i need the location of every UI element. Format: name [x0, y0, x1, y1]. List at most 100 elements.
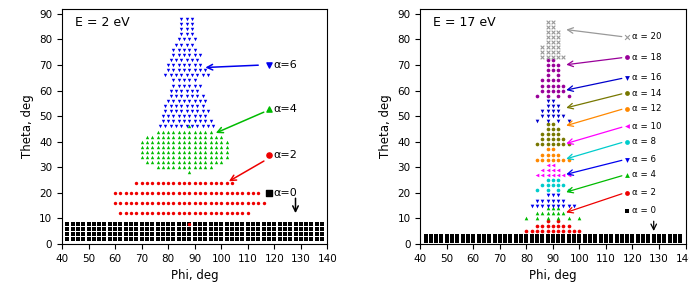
- Point: [210, 226, 221, 231]
- Point: [136, 139, 147, 144]
- Point: [515, 237, 526, 241]
- Point: [163, 180, 174, 185]
- Point: [564, 203, 575, 208]
- Point: [194, 53, 205, 57]
- Point: [67, 231, 78, 236]
- Point: [659, 237, 670, 241]
- Point: [125, 211, 136, 216]
- Point: [99, 231, 110, 236]
- Point: [173, 129, 184, 134]
- Point: [558, 173, 569, 177]
- Point: [173, 145, 184, 149]
- Point: [178, 180, 189, 185]
- Point: [584, 237, 595, 241]
- Point: [226, 237, 237, 241]
- Point: [125, 191, 136, 195]
- Point: [72, 226, 83, 231]
- Point: [542, 103, 553, 108]
- Point: [184, 47, 195, 52]
- Point: [197, 124, 208, 129]
- Point: [243, 201, 254, 206]
- Point: [173, 37, 184, 42]
- Point: [189, 47, 200, 52]
- Point: [178, 139, 189, 144]
- Point: [553, 88, 564, 93]
- Point: [210, 237, 221, 241]
- Point: [221, 221, 232, 226]
- Point: [247, 231, 258, 236]
- Point: [216, 145, 227, 149]
- Point: [553, 239, 564, 244]
- Point: [531, 224, 542, 228]
- Point: [542, 137, 553, 141]
- Point: [168, 78, 179, 83]
- Point: [72, 237, 83, 241]
- Point: [553, 83, 564, 88]
- Point: [436, 234, 447, 239]
- Point: [189, 83, 200, 88]
- Point: [564, 173, 575, 177]
- Point: [200, 221, 211, 226]
- Point: [147, 134, 158, 139]
- Text: E = 2 eV: E = 2 eV: [75, 16, 130, 29]
- Point: [542, 203, 553, 208]
- Point: [200, 119, 211, 124]
- Point: [181, 27, 192, 32]
- Point: [131, 237, 142, 241]
- Point: [152, 237, 163, 241]
- Point: [311, 237, 322, 241]
- Point: [542, 19, 553, 24]
- Point: [200, 191, 211, 195]
- Point: [210, 155, 221, 159]
- Point: [176, 109, 187, 113]
- Point: [157, 191, 168, 195]
- Point: [216, 221, 227, 226]
- Point: [200, 165, 211, 170]
- Point: [606, 234, 617, 239]
- Point: [176, 93, 187, 98]
- Point: [547, 68, 558, 73]
- Point: [300, 237, 311, 241]
- Point: [511, 234, 522, 239]
- Point: [473, 239, 484, 244]
- Point: [205, 155, 216, 159]
- Point: [670, 234, 681, 239]
- Point: [269, 221, 280, 226]
- Point: [205, 191, 216, 195]
- Point: [425, 237, 436, 241]
- Point: [564, 119, 575, 124]
- Point: [489, 239, 500, 244]
- Point: [176, 58, 187, 62]
- Point: [243, 211, 254, 216]
- Point: [521, 234, 532, 239]
- Point: [205, 119, 216, 124]
- Point: [152, 165, 163, 170]
- Point: [176, 22, 187, 26]
- Point: [173, 98, 184, 103]
- Point: [176, 124, 187, 129]
- Point: [253, 201, 264, 206]
- Point: [184, 139, 195, 144]
- Point: [163, 221, 174, 226]
- Point: [253, 237, 264, 241]
- Point: [184, 98, 195, 103]
- Point: [269, 231, 280, 236]
- Point: [542, 119, 553, 124]
- Point: [574, 234, 585, 239]
- Point: [436, 237, 447, 241]
- Point: [457, 234, 469, 239]
- Point: [494, 234, 505, 239]
- Point: [178, 129, 189, 134]
- Point: [564, 237, 575, 241]
- Point: [94, 231, 105, 236]
- Point: [243, 221, 254, 226]
- Point: [157, 231, 168, 236]
- Point: [468, 237, 479, 241]
- Point: [194, 201, 205, 206]
- Point: [147, 211, 158, 216]
- Point: [83, 226, 94, 231]
- Point: [290, 226, 301, 231]
- Point: [617, 234, 628, 239]
- Point: [168, 47, 179, 52]
- Point: [226, 221, 237, 226]
